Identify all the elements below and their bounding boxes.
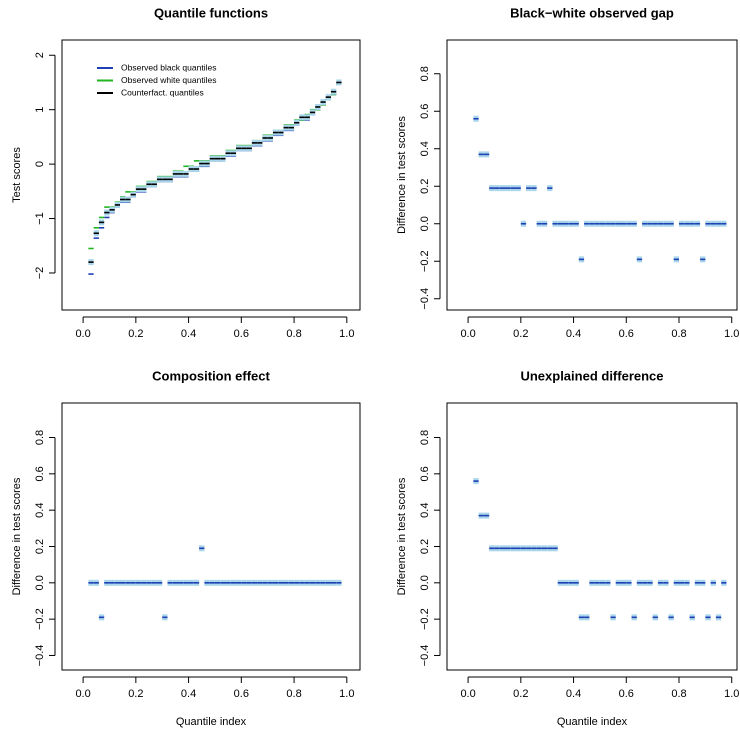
x-tick-label: 0.0 xyxy=(460,688,475,700)
y-axis-label: Difference in test scores xyxy=(396,477,408,595)
series xyxy=(88,79,342,266)
panel: Black−white observed gap Difference in te… xyxy=(396,5,739,339)
chart-title: Black−white observed gap xyxy=(510,5,674,20)
x-tick-label: 0.2 xyxy=(128,688,143,700)
x-tick-label: 0.2 xyxy=(128,328,143,340)
x-tick-label: 0.6 xyxy=(619,688,634,700)
x-axis-label: Quantile index xyxy=(557,716,628,728)
chart-title: Composition effect xyxy=(152,368,270,383)
series xyxy=(88,545,342,621)
x-tick-label: 0.6 xyxy=(234,328,249,340)
x-tick-label: 1.0 xyxy=(339,328,354,340)
y-axis-label: Difference in test scores xyxy=(396,116,408,234)
x-tick-label: 0.0 xyxy=(75,328,90,340)
plot-frame xyxy=(61,39,361,311)
chart-title: Quantile functions xyxy=(154,5,268,20)
x-tick-label: 0.8 xyxy=(286,328,301,340)
legend-label: Counterfact. quantiles xyxy=(121,87,204,97)
y-tick-label: 0.8 xyxy=(34,430,46,445)
chart-title: Unexplained difference xyxy=(520,368,663,383)
y-axis-label: Difference in test scores xyxy=(11,477,23,595)
y-axis-label: Test scores xyxy=(11,147,23,203)
y-tick-label: −0.4 xyxy=(419,645,431,667)
x-tick-label: 0.4 xyxy=(181,328,196,340)
y-tick-label: 2 xyxy=(34,52,46,58)
x-tick-label: 0.4 xyxy=(566,688,581,700)
x-tick-label: 1.0 xyxy=(724,328,739,340)
y-tick-label: 0.2 xyxy=(419,539,431,554)
x-tick-label: 0.8 xyxy=(671,328,686,340)
y-tick-label: −1 xyxy=(34,212,46,225)
x-tick-label: 1.0 xyxy=(724,688,739,700)
x-tick-label: 0.6 xyxy=(234,688,249,700)
series xyxy=(473,115,727,263)
y-tick-label: 0.2 xyxy=(34,539,46,554)
x-tick-label: 0.4 xyxy=(181,688,196,700)
panel: Composition effect Difference in test sco… xyxy=(11,368,361,728)
panel: Unexplained difference Difference in test… xyxy=(396,368,739,727)
x-tick-label: 0.2 xyxy=(513,688,528,700)
y-tick-label: 0.0 xyxy=(419,575,431,590)
y-tick-label: −0.2 xyxy=(419,250,431,272)
y-tick-label: −2 xyxy=(34,267,46,280)
x-tick-label: 0.2 xyxy=(513,328,528,340)
panel: Quantile functions Test scores 0.0 0.2 0.4 0.… xyxy=(11,5,361,340)
y-tick-label: −0.2 xyxy=(419,608,431,630)
x-tick-label: 0.4 xyxy=(566,328,581,340)
y-tick-label: 0.8 xyxy=(419,66,431,81)
y-tick-label: 0.4 xyxy=(419,141,431,156)
series xyxy=(88,83,342,250)
series xyxy=(88,83,342,275)
y-tick-label: 0 xyxy=(34,161,46,167)
x-tick-label: 1.0 xyxy=(339,688,354,700)
y-tick-label: 1 xyxy=(34,107,46,113)
legend-label: Observed white quantiles xyxy=(121,75,216,85)
x-tick-label: 0.0 xyxy=(460,328,475,340)
y-tick-label: 0.6 xyxy=(419,466,431,481)
y-tick-label: 0.4 xyxy=(34,503,46,518)
legend-label: Observed black quantiles xyxy=(121,62,216,72)
x-tick-label: 0.8 xyxy=(671,688,686,700)
y-tick-label: −0.2 xyxy=(34,608,46,630)
x-tick-label: 0.8 xyxy=(286,688,301,700)
y-tick-label: −0.4 xyxy=(419,288,431,310)
series xyxy=(473,478,727,621)
plot-frame xyxy=(61,402,361,671)
y-tick-label: 0.6 xyxy=(419,104,431,119)
y-tick-label: 0.2 xyxy=(419,179,431,194)
plot-frame xyxy=(446,402,738,671)
x-tick-label: 0.0 xyxy=(75,688,90,700)
y-tick-label: −0.4 xyxy=(34,645,46,667)
y-tick-label: 0.6 xyxy=(34,466,46,481)
y-tick-label: 0.8 xyxy=(419,430,431,445)
plot-frame xyxy=(446,39,738,311)
y-tick-label: 0.4 xyxy=(419,503,431,518)
y-tick-label: 0.0 xyxy=(419,216,431,231)
x-axis-label: Quantile index xyxy=(176,716,247,728)
y-tick-label: 0.0 xyxy=(34,575,46,590)
x-tick-label: 0.6 xyxy=(619,328,634,340)
